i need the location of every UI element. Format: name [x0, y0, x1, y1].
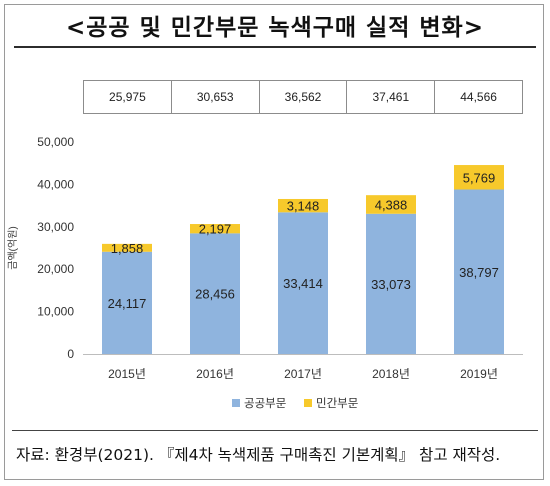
- x-tick-label: 2019년: [460, 367, 498, 381]
- bar-public: [366, 213, 416, 354]
- bar-private: [454, 165, 504, 190]
- data-label-private: 1,858: [111, 241, 144, 256]
- data-label-private: 5,769: [463, 170, 496, 185]
- data-label-private: 4,388: [375, 197, 408, 212]
- stacked-bar-chart: 0 10,000 20,000 30,000 40,000 50,000 금액(억원) 24,…: [7, 135, 523, 410]
- source-divider: [12, 430, 538, 431]
- total-cell-2019: 44,566: [460, 90, 497, 104]
- data-label-private: 3,148: [287, 199, 320, 214]
- legend-label-public: 공공부문: [244, 397, 286, 410]
- total-cell-2018: 37,461: [347, 81, 436, 113]
- bar-public: [102, 251, 152, 354]
- bar-public: [454, 189, 504, 354]
- bar-public: [190, 233, 240, 354]
- bar-private: [366, 195, 416, 214]
- title-divider: [14, 46, 536, 48]
- y-tick-label: 50,000: [37, 135, 74, 149]
- bar-private: [190, 224, 240, 234]
- data-label-public: 33,073: [371, 277, 411, 292]
- total-cell-2017: 36,562: [260, 81, 348, 113]
- y-tick-label: 10,000: [37, 305, 74, 319]
- data-label-public: 38,797: [459, 265, 499, 280]
- legend-label-private: 민간부문: [316, 397, 358, 410]
- source-note: 자료: 환경부(2021). 『제4차 녹색제품 구매촉진 기본계획』 참고 재…: [16, 446, 501, 464]
- data-label-public: 33,414: [283, 276, 323, 291]
- total-cell-2016: 30,653: [172, 81, 260, 113]
- data-label-private: 2,197: [199, 222, 232, 237]
- totals-table: 25,975 30,653 36,562 37,461 44,566: [83, 80, 523, 114]
- x-tick-label: 2018년: [372, 367, 410, 381]
- legend-swatch-private: [304, 399, 312, 407]
- y-tick-label: 30,000: [37, 220, 74, 234]
- legend-swatch-public: [232, 399, 240, 407]
- x-tick-label: 2016년: [196, 367, 234, 381]
- y-tick-label: 40,000: [37, 177, 74, 191]
- y-tick-label: 20,000: [37, 262, 74, 276]
- data-label-public: 24,117: [108, 296, 147, 311]
- y-tick-label: 0: [67, 347, 74, 361]
- x-tick-label: 2015년: [108, 367, 146, 381]
- y-axis-label: 금액(억원): [7, 226, 19, 269]
- chart-title: <공공 및 민간부문 녹색구매 실적 변화>: [66, 15, 484, 41]
- bar-public: [278, 212, 328, 354]
- x-tick-label: 2017년: [284, 367, 322, 381]
- bar-private: [278, 198, 328, 213]
- total-cell-2015: 25,975: [84, 81, 172, 113]
- data-label-public: 28,456: [195, 287, 235, 302]
- bar-private: [102, 243, 152, 252]
